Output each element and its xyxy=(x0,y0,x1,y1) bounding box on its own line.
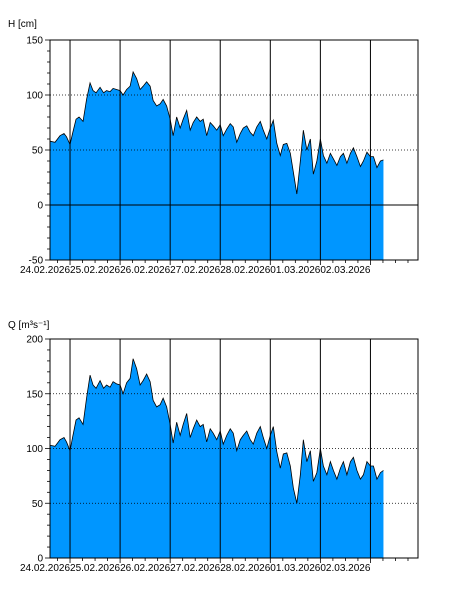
discharge-ytick-label-2: 100 xyxy=(26,444,43,455)
discharge-area xyxy=(50,358,384,558)
level-xtick-label-6: 02.03.2026 xyxy=(320,265,370,276)
discharge-plot-frame xyxy=(49,338,419,559)
level-series-line xyxy=(49,70,384,195)
discharge-xtick-label-0: 24.02.2026 xyxy=(20,563,70,574)
level-xtick-label-2: 26.02.2026 xyxy=(120,265,170,276)
discharge-xtick-label-1: 25.02.2026 xyxy=(70,563,120,574)
level-xtick-label-5: 01.03.2026 xyxy=(270,265,320,276)
level-xtick-label-1: 25.02.2026 xyxy=(70,265,120,276)
level-ytick-label-0: -50 xyxy=(29,256,44,267)
water-level-chart: 24.02.2026 25.02.2026 26.02.2026 27.02.2026… xyxy=(20,36,419,276)
discharge-ytick-label-3: 150 xyxy=(26,389,43,400)
level-xtick-label-3: 27.02.2026 xyxy=(170,265,220,276)
water-level-axis-label: H [cm] xyxy=(8,19,37,30)
level-ytick-label-2: 50 xyxy=(32,146,44,157)
discharge-series-line xyxy=(49,358,384,504)
level-ytick-label-1: 0 xyxy=(37,201,43,212)
level-plot-frame xyxy=(49,39,419,261)
level-ytick-label-3: 100 xyxy=(26,91,43,102)
level-xtick-label-0: 24.02.2026 xyxy=(20,265,70,276)
discharge-xtick-label-5: 01.03.2026 xyxy=(270,563,320,574)
level-xtick-label-4: 28.02.2026 xyxy=(220,265,270,276)
level-area xyxy=(50,71,384,261)
discharge-ytick-label-0: 0 xyxy=(37,554,43,565)
discharge-axis-label: Q [m³s⁻¹] xyxy=(8,320,50,331)
level-ytick-label-4: 150 xyxy=(26,36,43,47)
discharge-ytick-label-4: 200 xyxy=(26,335,43,346)
discharge-xtick-label-2: 26.02.2026 xyxy=(120,563,170,574)
discharge-xtick-label-6: 02.03.2026 xyxy=(320,563,370,574)
discharge-xtick-label-4: 28.02.2026 xyxy=(220,563,270,574)
discharge-ytick-label-1: 50 xyxy=(32,499,44,510)
discharge-chart: 24.02.2026 25.02.2026 26.02.2026 27.02.2026… xyxy=(20,335,419,574)
discharge-xtick-label-3: 27.02.2026 xyxy=(170,563,220,574)
